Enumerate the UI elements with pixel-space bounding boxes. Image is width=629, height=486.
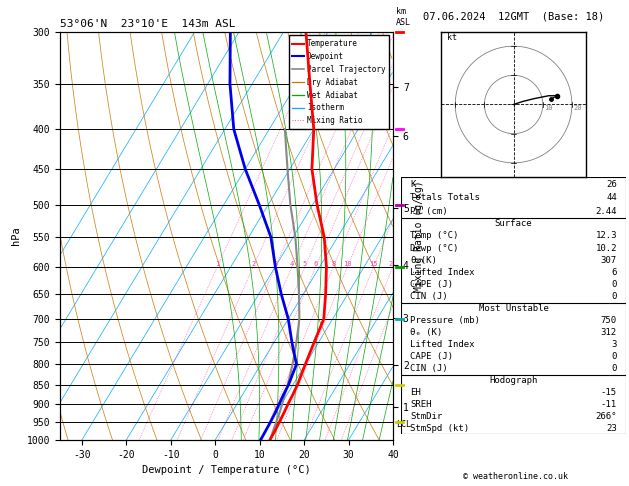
- Text: 5: 5: [303, 260, 307, 267]
- Text: 0: 0: [611, 292, 617, 301]
- Text: 20: 20: [574, 105, 582, 111]
- Y-axis label: Mixing Ratio (g/kg): Mixing Ratio (g/kg): [415, 180, 425, 292]
- Text: Surface: Surface: [495, 219, 532, 228]
- Text: 10: 10: [343, 260, 352, 267]
- Text: 8: 8: [331, 260, 335, 267]
- Text: 53°06'N  23°10'E  143m ASL: 53°06'N 23°10'E 143m ASL: [60, 19, 235, 30]
- Text: 10.2: 10.2: [596, 243, 617, 253]
- Text: 4: 4: [290, 260, 294, 267]
- Text: K: K: [410, 180, 416, 189]
- Text: 20: 20: [389, 260, 397, 267]
- Text: CIN (J): CIN (J): [410, 364, 448, 373]
- Text: -11: -11: [601, 400, 617, 409]
- Text: 0: 0: [611, 280, 617, 289]
- Text: Pressure (mb): Pressure (mb): [410, 316, 480, 325]
- Text: 750: 750: [601, 316, 617, 325]
- Text: LCL: LCL: [396, 420, 411, 429]
- Text: EH: EH: [410, 388, 421, 397]
- Text: 10: 10: [544, 105, 553, 111]
- Text: Dewp (°C): Dewp (°C): [410, 243, 459, 253]
- Text: PW (cm): PW (cm): [410, 207, 448, 215]
- Text: Hodograph: Hodograph: [489, 376, 538, 385]
- Text: 23: 23: [606, 424, 617, 433]
- Text: 6: 6: [314, 260, 318, 267]
- Text: StmDir: StmDir: [410, 412, 443, 421]
- Text: 2: 2: [251, 260, 255, 267]
- Text: -15: -15: [601, 388, 617, 397]
- Text: km
ASL: km ASL: [396, 7, 411, 27]
- Text: Lifted Index: Lifted Index: [410, 268, 475, 277]
- Text: 07.06.2024  12GMT  (Base: 18): 07.06.2024 12GMT (Base: 18): [423, 12, 604, 22]
- Text: 44: 44: [606, 193, 617, 202]
- Text: 26: 26: [606, 180, 617, 189]
- Text: 0: 0: [611, 364, 617, 373]
- Text: Totals Totals: Totals Totals: [410, 193, 480, 202]
- Text: 12.3: 12.3: [596, 231, 617, 241]
- Text: 1: 1: [215, 260, 220, 267]
- Text: CAPE (J): CAPE (J): [410, 280, 454, 289]
- Text: θₑ(K): θₑ(K): [410, 256, 437, 265]
- Text: kt: kt: [447, 34, 457, 42]
- Text: 3: 3: [274, 260, 277, 267]
- Text: © weatheronline.co.uk: © weatheronline.co.uk: [464, 472, 568, 481]
- X-axis label: Dewpoint / Temperature (°C): Dewpoint / Temperature (°C): [142, 465, 311, 475]
- Text: Most Unstable: Most Unstable: [479, 304, 548, 313]
- Y-axis label: hPa: hPa: [11, 226, 21, 245]
- Text: SREH: SREH: [410, 400, 431, 409]
- Text: θₑ (K): θₑ (K): [410, 328, 443, 337]
- Text: 312: 312: [601, 328, 617, 337]
- Text: 3: 3: [611, 340, 617, 349]
- Text: 307: 307: [601, 256, 617, 265]
- Text: 2.44: 2.44: [596, 207, 617, 215]
- Text: 0: 0: [611, 352, 617, 361]
- Text: Lifted Index: Lifted Index: [410, 340, 475, 349]
- Text: StmSpd (kt): StmSpd (kt): [410, 424, 469, 433]
- Text: CIN (J): CIN (J): [410, 292, 448, 301]
- Text: CAPE (J): CAPE (J): [410, 352, 454, 361]
- Text: 15: 15: [369, 260, 378, 267]
- Legend: Temperature, Dewpoint, Parcel Trajectory, Dry Adiabat, Wet Adiabat, Isotherm, Mi: Temperature, Dewpoint, Parcel Trajectory…: [289, 35, 389, 129]
- Text: 6: 6: [611, 268, 617, 277]
- Text: 266°: 266°: [596, 412, 617, 421]
- Text: Temp (°C): Temp (°C): [410, 231, 459, 241]
